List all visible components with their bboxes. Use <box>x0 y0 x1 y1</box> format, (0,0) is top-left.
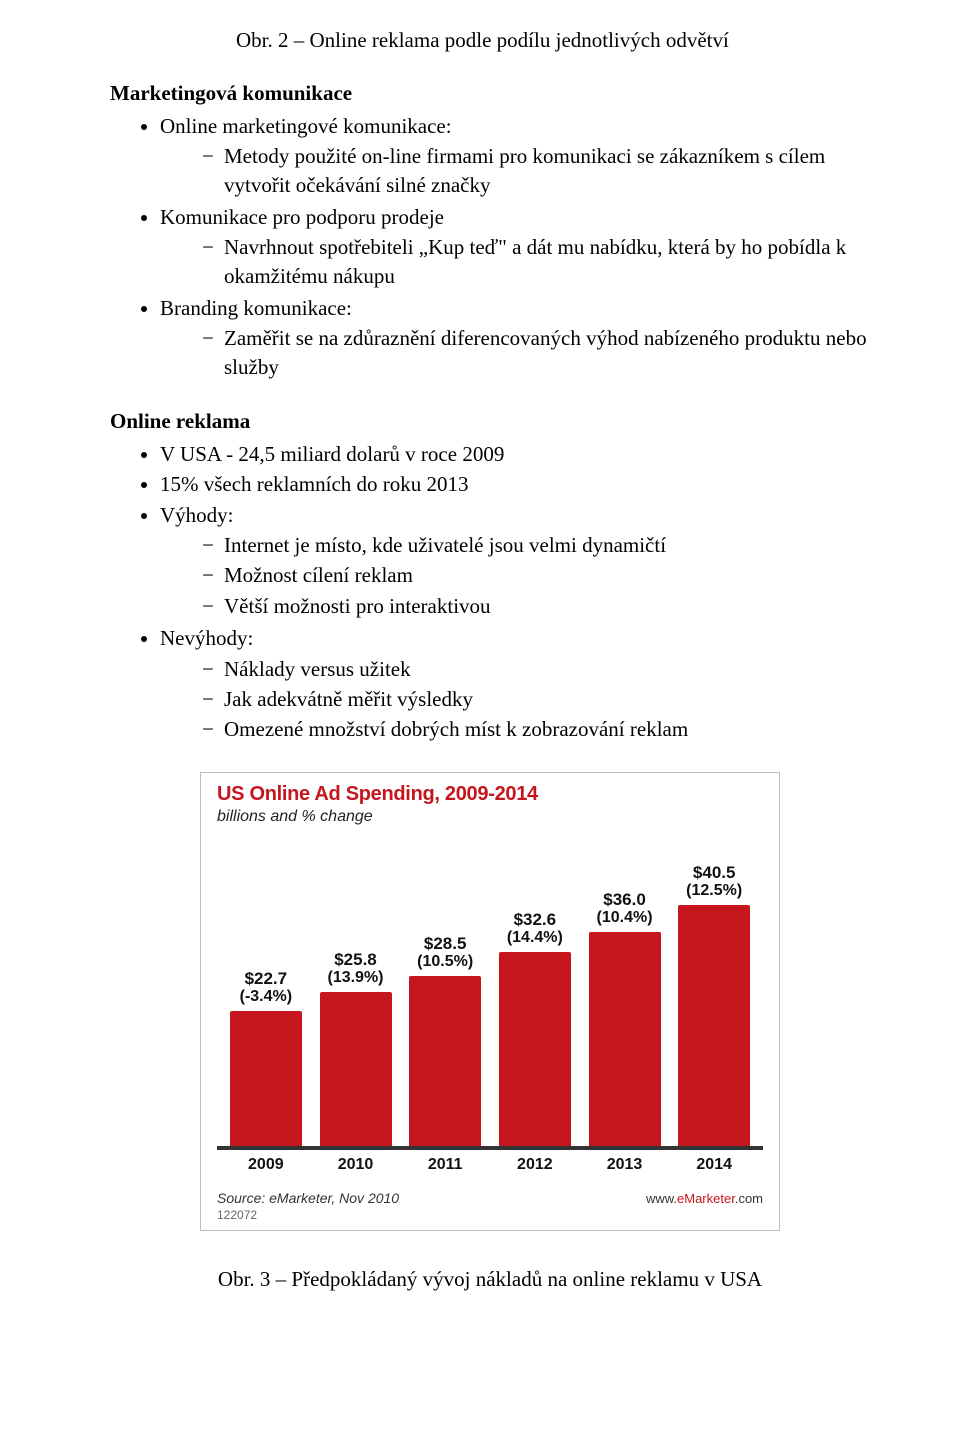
chart-bar-col: $28.5(10.5%) <box>408 934 482 1146</box>
chart-bar-col: $22.7(-3.4%) <box>229 969 303 1146</box>
chart-bar-label: $28.5(10.5%) <box>417 934 473 972</box>
chart-bar-pct: (12.5%) <box>686 882 742 900</box>
chart-bar-col: $40.5(12.5%) <box>677 863 751 1146</box>
chart-x-tick: 2009 <box>229 1156 303 1174</box>
chart-x-tick: 2011 <box>408 1156 482 1174</box>
chart-plot-area: $22.7(-3.4%) $25.8(13.9%) $28.5(10.5%) $32.… <box>217 840 763 1174</box>
chart-bar-value: $22.7 <box>240 969 292 989</box>
chart-id: 122072 <box>217 1208 763 1222</box>
sub-item: Jak adekvátně měřit výsledky <box>202 685 870 713</box>
chart-bar-label: $22.7(-3.4%) <box>240 969 292 1007</box>
chart-bar-pct: (13.9%) <box>327 969 383 987</box>
chart-bar <box>320 992 392 1146</box>
chart-bar-value: $32.6 <box>507 910 563 930</box>
chart-bar <box>589 932 661 1146</box>
chart-box: US Online Ad Spending, 2009-2014 billion… <box>200 772 780 1231</box>
sub-item: Omezené množství dobrých míst k zobrazov… <box>202 715 870 743</box>
chart-site-suffix: .com <box>735 1191 763 1206</box>
chart-site: www.eMarketer.com <box>646 1191 763 1206</box>
figure-3-caption: Obr. 3 – Předpokládaný vývoj nákladů na … <box>110 1267 870 1292</box>
chart-bars-row: $22.7(-3.4%) $25.8(13.9%) $28.5(10.5%) $32.… <box>217 840 763 1150</box>
bullet-text: Výhody: <box>160 503 234 527</box>
chart-source-row: Source: eMarketer, Nov 2010 www.eMarkete… <box>217 1190 763 1206</box>
chart-bar-pct: (10.5%) <box>417 953 473 971</box>
section-heading-marketing: Marketingová komunikace <box>110 81 870 106</box>
list-item: Komunikace pro podporu prodeje Navrhnout… <box>160 203 870 290</box>
chart-x-axis: 2009 2010 2011 2012 2013 2014 <box>217 1150 763 1174</box>
list-item: Branding komunikace: Zaměřit se na zdůra… <box>160 294 870 381</box>
chart-bar-label: $32.6(14.4%) <box>507 910 563 948</box>
chart-x-tick: 2013 <box>588 1156 662 1174</box>
sub-item: Náklady versus užitek <box>202 655 870 683</box>
list-item: 15% všech reklamních do roku 2013 <box>160 470 870 498</box>
chart-x-tick: 2010 <box>319 1156 393 1174</box>
chart-title: US Online Ad Spending, 2009-2014 <box>217 783 763 806</box>
chart-bar-col: $32.6(14.4%) <box>498 910 572 1146</box>
figure-2-caption: Obr. 2 – Online reklama podle podílu jed… <box>236 28 870 53</box>
chart-bar-pct: (10.4%) <box>597 909 653 927</box>
list-sec2: V USA - 24,5 miliard dolarů v roce 2009 … <box>160 440 870 743</box>
sub-item: Internet je místo, kde uživatelé jsou ve… <box>202 531 870 559</box>
chart-site-prefix: www. <box>646 1191 677 1206</box>
bullet-text: Online marketingové komunikace: <box>160 114 452 138</box>
chart-bar <box>499 952 571 1146</box>
chart-bar-value: $28.5 <box>417 934 473 954</box>
chart-x-tick: 2014 <box>677 1156 751 1174</box>
chart-subtitle: billions and % change <box>217 808 763 826</box>
chart-bar-label: $40.5(12.5%) <box>686 863 742 901</box>
chart-bar-col: $36.0(10.4%) <box>588 890 662 1146</box>
list-item: Nevýhody: Náklady versus užitek Jak adek… <box>160 624 870 743</box>
chart-site-red: eMarketer <box>677 1191 735 1206</box>
chart-bar-pct: (14.4%) <box>507 929 563 947</box>
list-item: V USA - 24,5 miliard dolarů v roce 2009 <box>160 440 870 468</box>
bullet-text: Nevýhody: <box>160 626 253 650</box>
chart-bar <box>409 976 481 1146</box>
chart-bar-pct: (-3.4%) <box>240 988 292 1006</box>
sub-item: Metody použité on-line firmami pro komun… <box>202 142 870 199</box>
list-item: Výhody: Internet je místo, kde uživatelé… <box>160 501 870 620</box>
section-heading-online-reklama: Online reklama <box>110 409 870 434</box>
chart-bar-label: $25.8(13.9%) <box>327 950 383 988</box>
chart-bar-label: $36.0(10.4%) <box>597 890 653 928</box>
chart-x-tick: 2012 <box>498 1156 572 1174</box>
chart-bar-value: $25.8 <box>327 950 383 970</box>
chart-source: Source: eMarketer, Nov 2010 <box>217 1190 399 1206</box>
sub-item: Možnost cílení reklam <box>202 561 870 589</box>
bullet-text: Komunikace pro podporu prodeje <box>160 205 444 229</box>
sub-item: Zaměřit se na zdůraznění diferencovaných… <box>202 324 870 381</box>
list-sec1: Online marketingové komunikace: Metody p… <box>160 112 870 381</box>
list-item: Online marketingové komunikace: Metody p… <box>160 112 870 199</box>
chart-container: US Online Ad Spending, 2009-2014 billion… <box>200 772 780 1231</box>
bullet-text: Branding komunikace: <box>160 296 352 320</box>
sub-item: Navrhnout spotřebiteli „Kup teď" a dát m… <box>202 233 870 290</box>
chart-bar <box>230 1011 302 1146</box>
chart-bar-value: $40.5 <box>686 863 742 883</box>
sub-item: Větší možnosti pro interaktivou <box>202 592 870 620</box>
chart-bar <box>678 905 750 1146</box>
chart-bar-value: $36.0 <box>597 890 653 910</box>
chart-bar-col: $25.8(13.9%) <box>319 950 393 1146</box>
